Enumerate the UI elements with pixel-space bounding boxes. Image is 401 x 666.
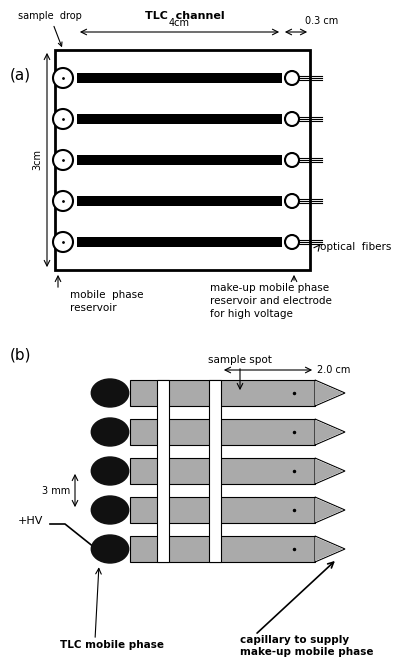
Polygon shape — [315, 498, 343, 522]
FancyBboxPatch shape — [130, 380, 315, 406]
Text: +HV: +HV — [18, 516, 43, 526]
Text: 3cm: 3cm — [32, 149, 42, 170]
Text: optical  fibers: optical fibers — [320, 242, 391, 252]
Polygon shape — [315, 536, 345, 562]
Polygon shape — [315, 420, 343, 444]
Circle shape — [53, 68, 73, 88]
Circle shape — [53, 191, 73, 211]
Circle shape — [285, 112, 299, 126]
Circle shape — [53, 109, 73, 129]
Bar — [77, 196, 282, 206]
Text: TLC mobile phase: TLC mobile phase — [60, 640, 164, 650]
Polygon shape — [315, 497, 345, 523]
Circle shape — [53, 232, 73, 252]
Circle shape — [285, 153, 299, 167]
Text: (b): (b) — [10, 348, 32, 362]
Circle shape — [285, 71, 299, 85]
Text: 4cm: 4cm — [169, 18, 190, 28]
Bar — [55, 50, 310, 270]
Bar — [77, 237, 282, 247]
Polygon shape — [315, 537, 343, 561]
Polygon shape — [315, 381, 343, 405]
Bar — [77, 155, 282, 165]
Text: mobile  phase
reservoir: mobile phase reservoir — [70, 290, 144, 313]
Ellipse shape — [91, 379, 129, 407]
Bar — [157, 380, 169, 562]
Text: capillary to supply
make-up mobile phase: capillary to supply make-up mobile phase — [240, 635, 373, 657]
Polygon shape — [315, 380, 345, 406]
Polygon shape — [315, 458, 345, 484]
Bar — [209, 380, 221, 562]
Bar — [77, 114, 282, 124]
Circle shape — [285, 235, 299, 249]
Polygon shape — [315, 419, 345, 445]
FancyBboxPatch shape — [130, 497, 315, 523]
Circle shape — [53, 150, 73, 170]
Text: 0.3 cm: 0.3 cm — [305, 16, 338, 26]
Text: make-up mobile phase
reservoir and electrode
for high voltage: make-up mobile phase reservoir and elect… — [210, 283, 332, 320]
Circle shape — [285, 194, 299, 208]
Ellipse shape — [91, 535, 129, 563]
Text: 2.0 cm: 2.0 cm — [317, 365, 350, 375]
Text: 3 mm: 3 mm — [42, 486, 70, 496]
Text: sample spot: sample spot — [208, 355, 272, 365]
FancyBboxPatch shape — [130, 536, 315, 562]
FancyBboxPatch shape — [130, 458, 315, 484]
Text: TLC  channel: TLC channel — [145, 11, 225, 21]
Ellipse shape — [91, 457, 129, 485]
Ellipse shape — [91, 496, 129, 524]
FancyBboxPatch shape — [130, 419, 315, 445]
Text: (a): (a) — [10, 67, 31, 83]
Ellipse shape — [91, 418, 129, 446]
Bar — [77, 73, 282, 83]
Text: sample  drop: sample drop — [18, 11, 82, 46]
Polygon shape — [315, 459, 343, 483]
